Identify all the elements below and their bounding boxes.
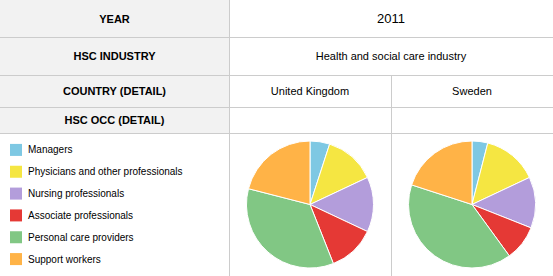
header-column [0,0,229,133]
pie-slice [248,141,310,205]
title: 2011 [377,11,405,26]
row-header: YEAR [99,13,130,25]
table-rule [0,133,553,134]
row-header: HSC OCC (DETAIL) [64,114,164,126]
pie-slice [246,189,333,268]
row-header: COUNTRY (DETAIL) [63,85,166,97]
legend-swatch [10,209,22,221]
pie [408,141,535,268]
legend-label: Nursing professionals [28,188,124,199]
legend-item: Nursing professionals [10,188,124,200]
legend-swatch [10,188,22,200]
table-rule [0,37,553,38]
legend-swatch [10,166,22,178]
pie [246,141,373,268]
table-rule [391,75,392,276]
series-name: United Kingdom [271,85,349,97]
legend-swatch [10,231,22,243]
table-rules [0,0,553,276]
legend-item: Personal care providers [10,231,134,243]
legend-item: Managers [10,144,72,156]
legend-label: Support workers [28,254,101,265]
table-rule [229,0,230,276]
pie-slice [412,141,472,205]
legend-label: Physicians and other professionals [28,166,183,177]
legend-item: Support workers [10,253,101,265]
legend-swatch [10,253,22,265]
legend-label: Associate professionals [28,210,133,221]
chart: YEAR HSC INDUSTRY COUNTRY (DETAIL) HSC OCC … [0,0,553,276]
legend-label: Managers [28,144,72,155]
table-rule [0,107,553,108]
legend-swatch [10,144,22,156]
series-name: Sweden [452,85,492,97]
legend-item: Associate professionals [10,209,133,221]
table-rule [0,75,553,76]
subtitle: Health and social care industry [316,50,467,62]
legend-label: Personal care providers [28,232,134,243]
row-header: HSC INDUSTRY [73,50,156,62]
legend-item: Physicians and other professionals [10,166,183,178]
legend: Managers Physicians and other professiona… [10,144,183,265]
